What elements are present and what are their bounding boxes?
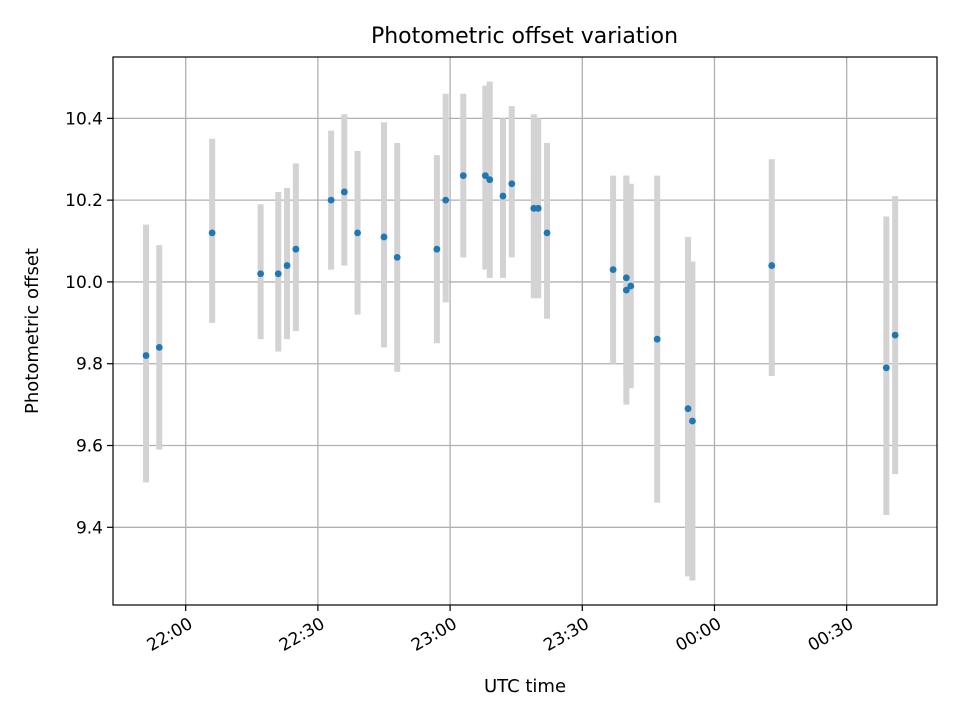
data-point [882, 364, 890, 372]
y-tick-label: 10.0 [65, 273, 103, 293]
data-point [622, 274, 630, 282]
data-point [155, 343, 163, 351]
y-tick-label: 10.4 [65, 109, 103, 129]
data-point [534, 204, 542, 212]
plot-frame [112, 56, 938, 606]
y-tick-label: 9.6 [76, 437, 103, 457]
data-point [499, 192, 507, 200]
data-point [684, 405, 692, 413]
data-point [274, 270, 282, 278]
data-point [257, 270, 265, 278]
y-tick-label: 10.2 [65, 191, 103, 211]
y-tick-label: 9.4 [76, 518, 103, 538]
y-tick-label: 9.8 [76, 355, 103, 375]
data-points [142, 172, 899, 425]
data-point [609, 266, 617, 274]
data-point [486, 176, 494, 184]
data-point [340, 188, 348, 196]
data-point [292, 245, 300, 253]
data-point [142, 352, 150, 359]
chart-title: Photometric offset variation [371, 24, 678, 49]
data-point [622, 286, 630, 294]
data-point [459, 172, 467, 179]
data-point [768, 262, 776, 269]
y-axis-label: Photometric offset [22, 248, 43, 414]
data-point [442, 196, 450, 204]
data-point [653, 335, 661, 343]
data-point [543, 229, 551, 237]
data-point [380, 233, 388, 241]
x-axis-label: UTC time [484, 676, 566, 697]
y-axis-ticks: 9.4 9.6 9.8 10.0 10.2 10.4 [65, 109, 113, 538]
data-point [689, 417, 696, 425]
data-point [433, 245, 441, 253]
data-point [327, 196, 335, 204]
data-point [891, 331, 899, 339]
data-point [627, 282, 635, 290]
data-point [283, 262, 291, 269]
data-point [208, 229, 216, 237]
data-point [354, 229, 361, 237]
data-point [481, 172, 489, 179]
data-point [393, 253, 401, 261]
grid [113, 57, 937, 605]
data-point [508, 180, 516, 188]
